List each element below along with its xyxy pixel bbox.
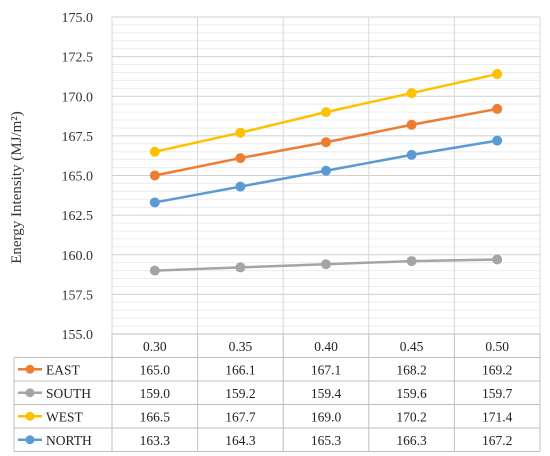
- data-label: 166.5: [140, 409, 171, 424]
- data-point: [149, 170, 160, 181]
- y-tick-label: 157.5: [62, 288, 94, 303]
- y-tick-label: 155.0: [62, 328, 94, 343]
- data-table: 0.30 0.35 0.40 0.45 0.50 EAST 165.0 166.1 167.1 1…: [13, 333, 541, 452]
- x-tick-label: 0.50: [485, 339, 509, 354]
- data-label: 167.7: [225, 409, 256, 424]
- data-label: 159.6: [396, 386, 427, 401]
- y-axis-title: Energy Intensity (MJ/m²): [9, 111, 25, 264]
- data-point: [321, 259, 331, 270]
- data-label: 165.0: [140, 362, 171, 377]
- data-label: 159.2: [225, 386, 255, 401]
- y-tick-label: 167.5: [62, 130, 94, 145]
- data-point: [492, 254, 503, 265]
- legend-key-marker: [25, 388, 35, 398]
- y-tick-label: 172.5: [62, 51, 94, 66]
- y-tick-label: 165.0: [62, 170, 94, 185]
- x-tick-label: 0.30: [143, 339, 167, 354]
- data-point: [235, 153, 246, 164]
- data-point: [406, 88, 417, 99]
- data-point: [321, 165, 331, 176]
- data-label: 169.2: [482, 362, 512, 377]
- legend-label: WEST: [46, 409, 83, 424]
- data-point: [149, 146, 160, 157]
- data-point: [492, 135, 503, 146]
- legend-key-marker: [25, 435, 35, 445]
- y-axis-ticks: 155.0 157.5 160.0 162.5 165.0 167.5 170.0 172.5…: [62, 11, 94, 343]
- data-point: [406, 119, 417, 130]
- data-point: [406, 149, 417, 160]
- data-label: 167.2: [482, 433, 512, 448]
- data-label: 159.0: [140, 386, 171, 401]
- data-label: 171.4: [482, 409, 513, 424]
- data-label: 168.2: [396, 362, 426, 377]
- data-label: 163.3: [140, 433, 171, 448]
- y-tick-label: 170.0: [62, 90, 94, 105]
- x-tick-label: 0.40: [314, 339, 338, 354]
- data-label: 166.3: [396, 433, 427, 448]
- data-point: [492, 103, 503, 114]
- data-point: [235, 181, 246, 192]
- legend-label: EAST: [46, 362, 81, 377]
- data-label: 159.7: [482, 386, 513, 401]
- data-label: 166.1: [225, 362, 255, 377]
- legend-key-marker: [25, 364, 35, 374]
- data-point: [492, 69, 503, 80]
- data-label: 159.4: [311, 386, 342, 401]
- data-label: 170.2: [396, 409, 426, 424]
- data-label: 169.0: [311, 409, 342, 424]
- data-point: [321, 107, 331, 118]
- data-point: [149, 265, 160, 276]
- data-label: 167.1: [311, 362, 341, 377]
- data-point: [149, 197, 160, 208]
- y-tick-label: 175.0: [62, 11, 94, 26]
- data-point: [235, 127, 246, 138]
- x-tick-label: 0.35: [229, 339, 253, 354]
- legend-key-marker: [25, 411, 35, 421]
- legend-label: NORTH: [46, 433, 92, 448]
- data-label: 165.3: [311, 433, 342, 448]
- data-point: [235, 262, 246, 273]
- series-lines: [149, 69, 503, 276]
- gridlines: [111, 16, 541, 334]
- x-tick-label: 0.45: [400, 339, 424, 354]
- legend-label: SOUTH: [46, 386, 91, 401]
- y-tick-label: 162.5: [62, 209, 94, 224]
- data-label: 164.3: [225, 433, 256, 448]
- data-point: [321, 137, 331, 148]
- y-tick-label: 160.0: [62, 249, 94, 264]
- data-point: [406, 256, 417, 267]
